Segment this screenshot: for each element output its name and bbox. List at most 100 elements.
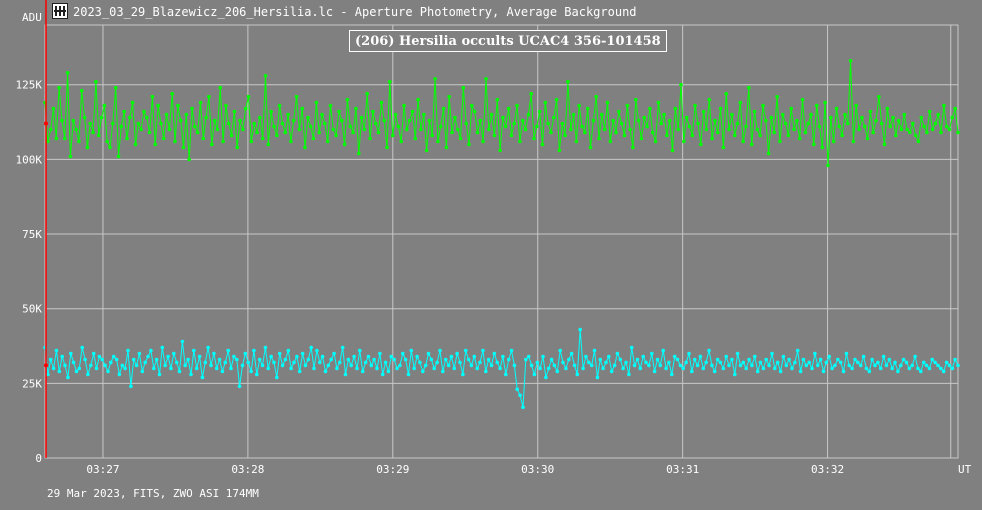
target-data-point — [300, 106, 305, 111]
comparison-data-point — [509, 348, 514, 353]
target-data-point — [944, 124, 949, 129]
comparison-data-point — [715, 357, 720, 362]
comparison-data-point — [223, 360, 228, 365]
target-data-point — [871, 130, 875, 135]
target-data-point — [597, 136, 601, 141]
comparison-data-point — [111, 354, 116, 359]
target-data-point — [662, 112, 666, 117]
comparison-data-point — [678, 363, 683, 368]
target-data-point — [122, 109, 126, 114]
target-data-point — [956, 130, 960, 135]
comparison-data-point — [910, 363, 914, 368]
target-data-point — [665, 133, 669, 138]
target-data-point — [139, 127, 143, 132]
target-data-point — [908, 130, 912, 135]
target-data-point — [498, 148, 502, 153]
comparison-data-point — [109, 360, 113, 365]
target-data-point — [351, 130, 355, 135]
target-data-point — [133, 142, 138, 147]
target-data-point — [888, 124, 892, 129]
target-data-point — [843, 112, 847, 117]
comparison-data-point — [89, 363, 93, 368]
comparison-data-point — [692, 357, 697, 362]
comparison-data-point — [753, 354, 757, 359]
comparison-data-point — [277, 351, 282, 356]
comparison-data-point — [48, 357, 53, 362]
target-data-point — [246, 94, 251, 99]
comparison-data-point — [787, 357, 791, 362]
target-data-point — [752, 109, 757, 114]
target-data-point — [492, 133, 497, 138]
target-data-point — [817, 124, 822, 129]
film-strip-icon[interactable] — [52, 3, 68, 19]
comparison-data-point — [194, 366, 199, 371]
comparison-data-point — [114, 357, 119, 362]
comparison-data-point — [744, 366, 748, 371]
target-data-point — [868, 109, 873, 114]
chart-title: (206) Hersilia occults UCAC4 356-101458 — [349, 30, 667, 52]
target-data-point — [328, 103, 333, 108]
target-data-point — [371, 109, 375, 114]
target-data-point — [424, 148, 429, 153]
comparison-data-point — [592, 348, 597, 353]
comparison-data-point — [180, 339, 185, 344]
comparison-data-point — [647, 363, 651, 368]
target-data-point — [724, 91, 728, 96]
target-data-point — [829, 115, 833, 120]
comparison-data-point — [687, 351, 691, 356]
target-data-point — [667, 118, 672, 123]
comparison-data-point — [217, 357, 222, 362]
target-data-point — [803, 130, 808, 135]
comparison-data-point — [664, 366, 668, 371]
target-data-point — [594, 94, 598, 99]
target-data-point — [176, 103, 180, 108]
comparison-data-point — [901, 357, 906, 362]
target-data-point — [376, 130, 381, 135]
comparison-data-point — [652, 369, 657, 374]
target-data-point — [226, 121, 231, 126]
target-data-point — [184, 112, 189, 117]
target-data-point — [345, 97, 350, 102]
comparison-data-point — [941, 369, 946, 374]
comparison-data-point — [318, 360, 322, 365]
comparison-data-point — [77, 366, 82, 371]
comparison-data-point — [426, 351, 431, 356]
comparison-data-point — [830, 366, 834, 371]
comparison-data-point — [521, 405, 525, 410]
comparison-data-point — [506, 357, 511, 362]
comparison-data-point — [406, 372, 411, 377]
comparison-data-point — [555, 369, 560, 374]
comparison-data-point — [212, 351, 216, 356]
comparison-data-point — [541, 354, 545, 359]
target-data-point — [323, 121, 327, 126]
comparison-data-point — [83, 357, 87, 362]
target-data-point — [74, 127, 78, 132]
target-data-point — [436, 139, 440, 144]
comparison-data-point — [235, 357, 239, 362]
target-data-point — [201, 136, 206, 141]
comparison-data-point — [120, 363, 125, 368]
target-data-point — [82, 115, 87, 120]
target-data-point — [515, 103, 519, 108]
comparison-data-point — [172, 351, 176, 356]
comparison-data-point — [953, 357, 957, 362]
axis-ticks: 0 25K 50K 75K 100K 125K 03:27 03:28 03:29 03:30 03… — [16, 79, 845, 476]
cursor-marker-comparison — [44, 363, 48, 368]
target-data-point — [789, 106, 793, 111]
target-data-point — [823, 100, 827, 105]
comparison-data-point — [658, 363, 663, 368]
target-data-point — [472, 109, 477, 114]
target-data-point — [518, 139, 522, 144]
target-data-point — [721, 145, 726, 150]
target-data-point — [563, 133, 567, 138]
comparison-data-point — [157, 372, 162, 377]
comparison-data-point — [323, 369, 328, 374]
comparison-data-point — [240, 363, 245, 368]
comparison-data-point — [589, 363, 594, 368]
target-data-point — [102, 103, 107, 108]
target-data-point — [820, 145, 825, 150]
x-tick-label: 03:28 — [231, 463, 264, 476]
comparison-data-point — [921, 360, 926, 365]
comparison-data-point — [821, 369, 826, 374]
